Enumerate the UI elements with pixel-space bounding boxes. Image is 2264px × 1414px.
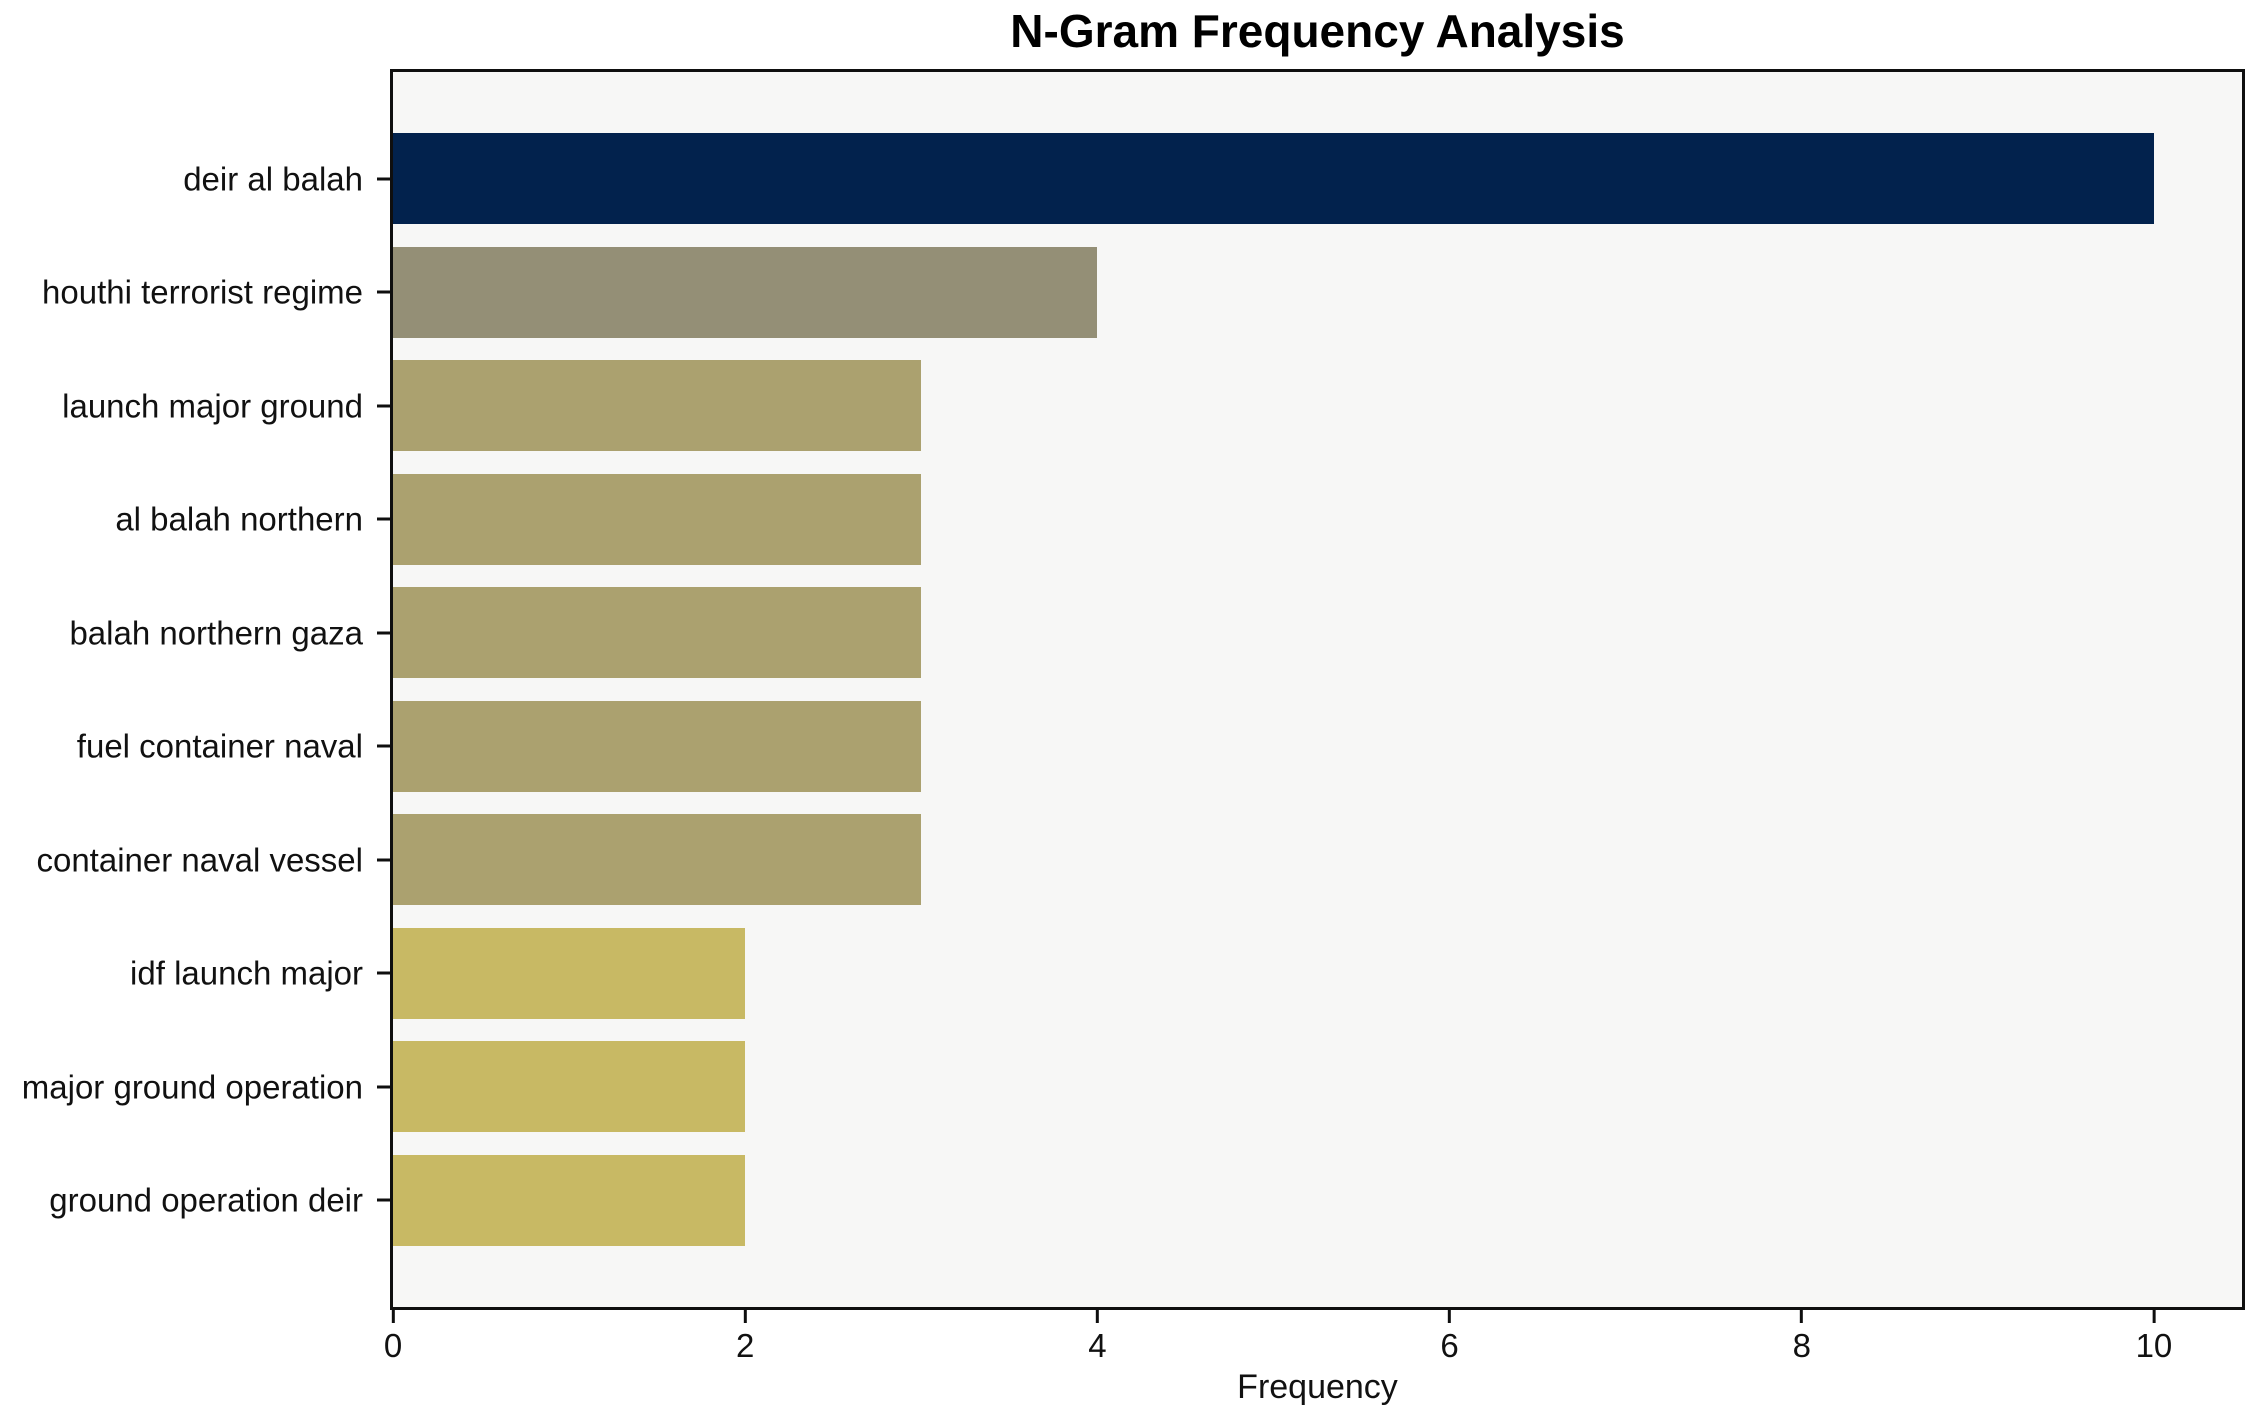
- frequency-bar: [393, 587, 922, 679]
- x-tick: 8: [1793, 1310, 1811, 1362]
- y-tick-mark: [377, 1085, 390, 1089]
- y-tick-mark: [377, 517, 390, 521]
- y-tick-mark: [377, 404, 390, 408]
- y-tick-mark: [377, 631, 390, 635]
- y-category-label: houthi terrorist regime: [42, 273, 363, 311]
- bar-row: major ground operation: [22, 1030, 2242, 1144]
- x-tick-label: 4: [1088, 1327, 1107, 1364]
- bar-row: balah northern gaza: [69, 576, 2242, 690]
- x-tick: 6: [1440, 1310, 1459, 1364]
- frequency-bar: [393, 473, 922, 565]
- y-category-label: idf launch major: [130, 954, 363, 992]
- x-tick-label: 10: [2135, 1327, 2173, 1364]
- x-tick: 4: [1088, 1310, 1107, 1364]
- y-category-label: launch major ground: [62, 387, 363, 425]
- frequency-bar: [393, 927, 746, 1019]
- x-axis-label: Frequency: [1237, 1368, 1398, 1406]
- plot-area: deir al balah houthi terrorist regime la…: [22, 69, 2245, 1406]
- y-tick-mark: [377, 1198, 390, 1202]
- y-category-label: major ground operation: [21, 1068, 363, 1106]
- y-tick-mark: [377, 177, 390, 181]
- y-tick-mark: [377, 290, 390, 294]
- frequency-bar: [393, 814, 922, 906]
- bar-row: container naval vessel: [36, 803, 2242, 917]
- x-tick-label: 0: [383, 1327, 403, 1364]
- bar-row: ground operation deir: [49, 1144, 2242, 1258]
- x-tick-mark: [391, 1310, 395, 1323]
- bar-rows-container: deir al balah houthi terrorist regime la…: [22, 72, 2242, 1307]
- y-category-label: al balah northern: [115, 500, 363, 538]
- x-tick-label: 8: [1792, 1327, 1811, 1364]
- y-category-label: balah northern gaza: [69, 614, 363, 652]
- x-tick-mark: [1095, 1310, 1099, 1323]
- x-tick-label: 2: [736, 1327, 755, 1364]
- bar-row: al balah northern: [115, 463, 2242, 577]
- bar-row: houthi terrorist regime: [42, 236, 2242, 350]
- y-tick-mark: [377, 971, 390, 975]
- y-category-label: deir al balah: [183, 160, 363, 198]
- frequency-bar: [393, 133, 2154, 225]
- y-category-label: fuel container naval: [76, 727, 363, 765]
- frequency-bar: [393, 1154, 746, 1246]
- frequency-bar: [393, 360, 922, 452]
- x-tick-mark: [743, 1310, 747, 1323]
- bar-row: fuel container naval: [77, 690, 2242, 804]
- bar-row: launch major ground: [62, 349, 2242, 463]
- x-tick-mark: [1448, 1310, 1452, 1323]
- x-tick-label: 6: [1440, 1327, 1459, 1364]
- frequency-bar: [393, 700, 922, 792]
- x-tick-mark: [1800, 1310, 1804, 1323]
- y-category-label: container naval vessel: [36, 841, 363, 879]
- x-tick: 0: [384, 1310, 402, 1362]
- y-category-label: ground operation deir: [49, 1181, 363, 1219]
- chart-title: N-Gram Frequency Analysis: [1010, 5, 1625, 57]
- frequency-bar: [393, 246, 1098, 338]
- x-tick: 2: [736, 1310, 754, 1362]
- bar-row: idf launch major: [130, 917, 2242, 1031]
- y-tick-mark: [377, 744, 390, 748]
- x-tick-mark: [2152, 1310, 2156, 1323]
- frequency-bar: [393, 1041, 746, 1133]
- bar-row: deir al balah: [183, 122, 2242, 236]
- x-tick: 10: [2135, 1310, 2173, 1364]
- y-tick-mark: [377, 858, 390, 862]
